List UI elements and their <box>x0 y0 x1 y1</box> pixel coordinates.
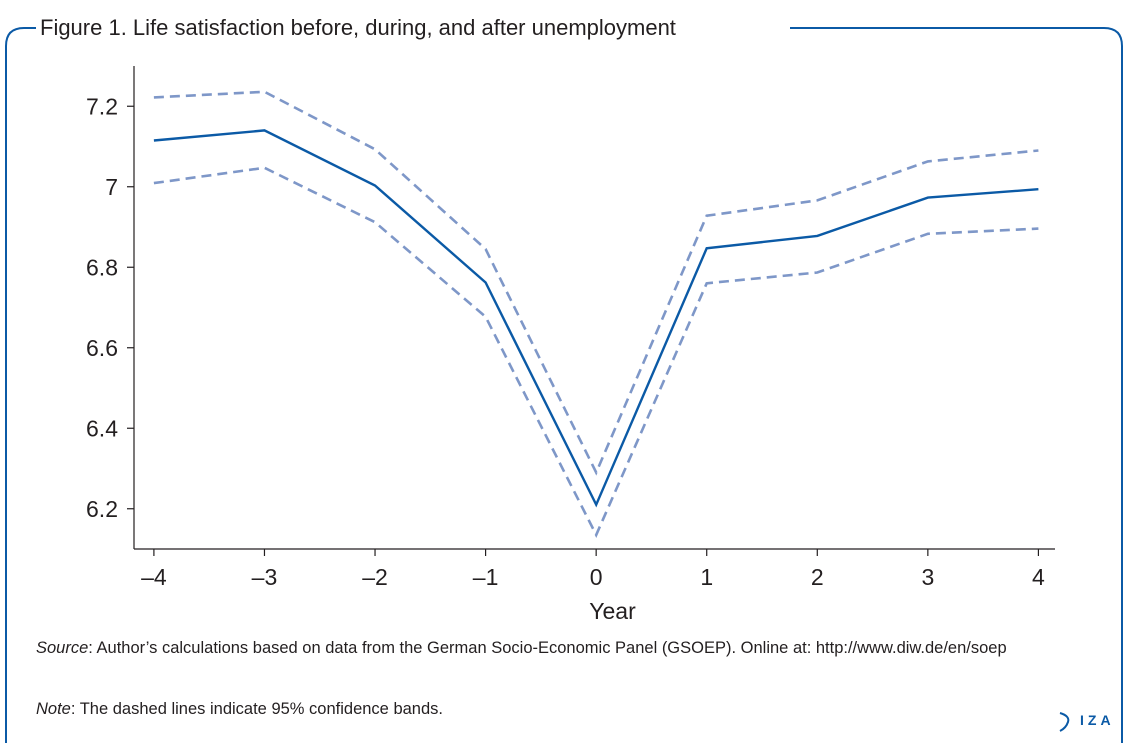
x-tick-label: 3 <box>921 564 934 590</box>
iza-logo-text: IZA <box>1080 712 1115 728</box>
y-tick-label: 7.2 <box>86 93 118 119</box>
x-tick-label: –3 <box>252 564 278 590</box>
y-tick-label: 7 <box>105 174 118 200</box>
y-tick-label: 6.6 <box>86 335 118 361</box>
footnote: Note: The dashed lines indicate 95% conf… <box>36 698 443 721</box>
figure-title: Figure 1. Life satisfaction before, duri… <box>36 13 680 43</box>
y-tick-label: 6.8 <box>86 254 118 280</box>
y-tick-label: 6.4 <box>86 415 118 441</box>
x-tick-label: –2 <box>362 564 388 590</box>
series-line-lower-95-ci <box>153 166 1039 538</box>
note-text: : The dashed lines indicate 95% confiden… <box>70 700 443 718</box>
x-tick-label: 4 <box>1032 564 1045 590</box>
source-note: Source: Author’s calculations based on d… <box>36 637 1076 660</box>
x-tick-label: 2 <box>811 564 824 590</box>
x-tick-label: –1 <box>473 564 499 590</box>
x-axis-title: Year <box>589 598 636 624</box>
chart-axes <box>127 66 1055 556</box>
series-line-estimate <box>153 129 1039 508</box>
source-label: Source <box>36 639 89 657</box>
series-layer <box>153 90 1039 538</box>
iza-logo-mark <box>1059 712 1070 732</box>
x-tick-label: 0 <box>590 564 603 590</box>
iza-logo: IZA <box>1058 710 1124 734</box>
x-tick-label: –4 <box>141 564 167 590</box>
y-tick-label: 6.2 <box>86 496 118 522</box>
note-label: Note <box>36 700 71 718</box>
series-line-upper-95-ci <box>153 90 1039 476</box>
x-tick-label: 1 <box>700 564 713 590</box>
source-text: : Author’s calculations based on data fr… <box>88 639 1007 657</box>
axis-labels: 6.2 6.4 6.6 6.8 7 7.2 –4 –3 –2 –1 0 1 2 3 4 Year <box>86 93 1045 624</box>
